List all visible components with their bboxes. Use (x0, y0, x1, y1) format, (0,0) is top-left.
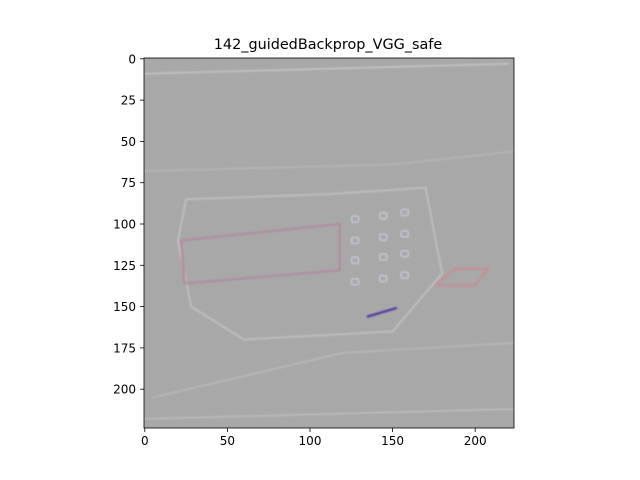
x-tick-label: 100 (299, 434, 322, 448)
keypad-key (350, 278, 360, 286)
x-tick-label: 150 (381, 434, 404, 448)
keypad-key (400, 271, 409, 279)
y-tick-label: 200 (113, 383, 136, 397)
y-tick-label: 125 (113, 259, 136, 273)
keypad-key (350, 256, 360, 265)
keypad-key (378, 233, 388, 241)
edge-line (152, 342, 514, 399)
heatmap-plot (143, 57, 515, 429)
x-tick-label: 50 (220, 434, 235, 448)
keypad-key (378, 274, 388, 283)
y-tick-label: 175 (113, 341, 136, 355)
y-axis: 0 25 50 75 100 125 150 175 200 (113, 52, 144, 397)
keypad-key (378, 253, 388, 261)
x-axis: 0 50 100 150 200 (141, 428, 487, 448)
x-tick-label: 200 (464, 434, 487, 448)
label-box (180, 222, 341, 285)
keypad-key (350, 215, 360, 223)
x-tick-label: 0 (141, 434, 149, 448)
axes-frame (143, 57, 515, 429)
y-tick-label: 0 (128, 52, 136, 66)
y-tick-label: 25 (121, 94, 136, 108)
edge-line (144, 408, 514, 420)
keypad-key (400, 208, 409, 217)
y-tick-label: 50 (121, 135, 136, 149)
keypad-key (400, 250, 409, 258)
keypad-key (378, 212, 388, 220)
image-features (144, 63, 514, 420)
edge-line (144, 150, 514, 172)
edge-line (144, 63, 509, 75)
keypad-key (350, 236, 360, 245)
chart-title: 142_guidedBackprop_VGG_safe (214, 37, 443, 53)
handle (434, 267, 490, 287)
keypad-key (400, 230, 409, 238)
y-tick-label: 150 (113, 300, 136, 314)
slot (366, 306, 398, 318)
y-tick-label: 75 (121, 176, 136, 190)
heatmap-image (144, 58, 514, 428)
y-tick-label: 100 (113, 218, 136, 232)
